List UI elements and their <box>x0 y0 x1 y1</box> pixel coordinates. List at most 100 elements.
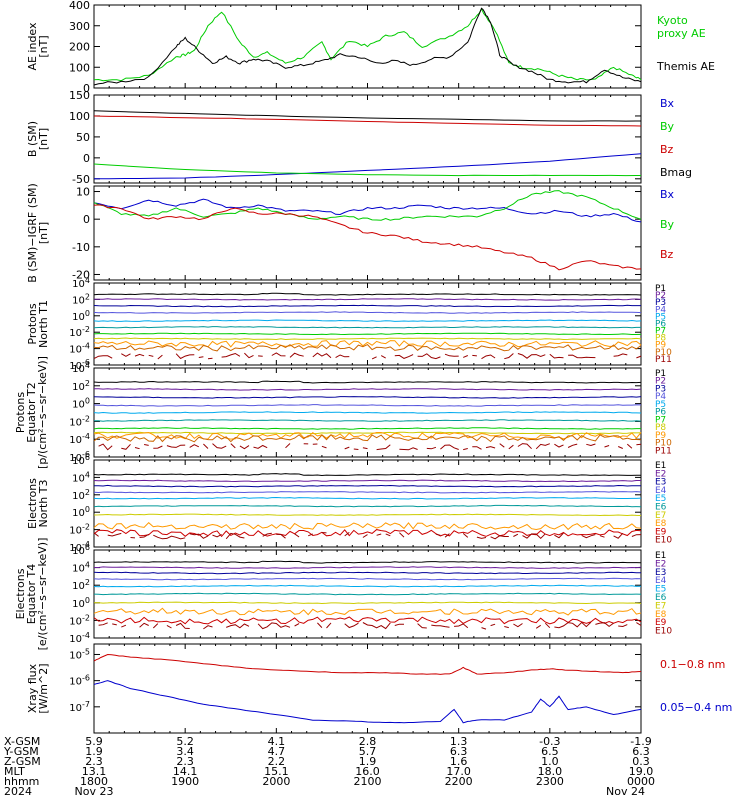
legend-entry: E9 <box>655 527 667 537</box>
legend-entry: By <box>660 120 675 133</box>
y-tick-label: 10-2 <box>69 414 90 428</box>
axis-cell: 1.3 <box>450 735 468 748</box>
y-tick-label: 10-4 <box>69 540 90 554</box>
flux-line-8 <box>93 431 642 435</box>
flux-line-6 <box>93 504 642 508</box>
legend-entry: P7 <box>655 415 666 425</box>
y-tick-label: 102 <box>72 292 90 306</box>
flux-line-8 <box>93 522 642 531</box>
axis-cell: 0.3 <box>632 755 650 768</box>
y-tick-label: 106 <box>72 453 90 467</box>
legend-entry: E4 <box>655 576 667 586</box>
legend-entry: P2 <box>655 291 666 301</box>
axis-table: X-GSMY-GSMZ-GSMMLThhmm20245.91.92.313.11… <box>3 735 655 798</box>
axis-cell: 1.9 <box>85 745 103 758</box>
axis-cell: 2.8 <box>359 735 377 748</box>
flux-line-4 <box>93 404 642 407</box>
panel-3: -20 -10 0 10 B (SM)−IGRF (SM)[nT] Bx By Bz <box>26 183 675 283</box>
y-axis-label: Equator T4 <box>25 564 38 624</box>
axis-cell: 2.3 <box>85 755 103 768</box>
flux-line-9 <box>93 340 642 348</box>
flux-line-5 <box>93 584 642 588</box>
axis-cell: 1.9 <box>359 755 377 768</box>
legend-entry: E5 <box>655 585 666 595</box>
panel-frame <box>93 643 642 734</box>
axis-cell: 16.0 <box>355 765 380 778</box>
y-tick-label: 104 <box>72 561 90 575</box>
series-line-By <box>93 190 642 221</box>
y-axis-label: Protons <box>14 392 27 433</box>
legend-entry: P8 <box>655 334 666 344</box>
panel-frame <box>93 282 642 366</box>
axis-cell: 17.0 <box>446 765 471 778</box>
y-tick-label: 10-7 <box>69 700 90 714</box>
flux-line-6 <box>93 592 642 596</box>
series-line-Bx <box>93 153 642 180</box>
legend-entry: E5 <box>655 494 666 504</box>
axis-cell: 2100 <box>354 775 382 788</box>
axis-cell: 4.7 <box>268 745 286 758</box>
panel-2: -50 0 50 100 150 B (SM)[nT] Bx By Bz Bmag <box>26 89 692 186</box>
y-tick-label: 300 <box>69 20 90 33</box>
legend-entry: E8 <box>655 519 667 529</box>
y-axis-label: North T3 <box>37 480 50 528</box>
legend-entry: Bx <box>660 188 675 201</box>
legend-entry: E4 <box>655 486 667 496</box>
legend: Bx By Bz Bmag <box>660 97 692 179</box>
legend-entry: P2 <box>655 377 666 387</box>
legend-entry: E6 <box>655 503 667 513</box>
flux-line-8 <box>93 607 642 616</box>
y-axis-label: Xray flux <box>26 663 39 713</box>
flux-line-10 <box>98 621 642 630</box>
y-tick-label: 200 <box>69 41 90 54</box>
y-axis-label: [W/m^2] <box>37 663 50 713</box>
y-tick-label: 10-4 <box>69 432 90 446</box>
y-tick-label: 104 <box>72 276 90 290</box>
legend-entry: P9 <box>655 431 666 441</box>
legend-entry: E2 <box>655 469 666 479</box>
y-tick-label: 100 <box>72 596 90 610</box>
legend-entry: P3 <box>655 298 666 308</box>
axis-cell: 4.1 <box>268 735 286 748</box>
axis-cell: 6.3 <box>632 745 650 758</box>
axis-cell: 6.3 <box>450 745 468 758</box>
axis-cell: -0.3 <box>539 735 560 748</box>
axis-cell: 19.0 <box>629 765 654 778</box>
legend-entry: 0.1−0.8 nm <box>660 658 725 671</box>
y-tick-label: 0 <box>83 213 90 226</box>
legend: 0.1−0.8 nm 0.05−0.4 nm <box>660 658 732 714</box>
legend-entry: 0.05−0.4 nm <box>660 701 732 714</box>
axis-cell: 1.0 <box>541 755 559 768</box>
y-axis-label: AE index <box>26 22 39 71</box>
y-axis-label: Electrons <box>26 478 39 529</box>
axis-cell: 5.2 <box>176 735 194 748</box>
legend-entry: Bz <box>660 143 674 156</box>
flux-line-2 <box>93 479 641 483</box>
flux-line-1 <box>93 292 642 296</box>
flux-line-1 <box>93 473 642 477</box>
axis-cell: Nov 23 <box>75 785 114 798</box>
axis-cell: 1800 <box>80 775 108 788</box>
legend-entry: By <box>660 218 675 231</box>
flux-line-3 <box>93 396 642 399</box>
y-tick-label: 10-4 <box>69 342 90 356</box>
axis-cell: 2.3 <box>176 755 194 768</box>
y-tick-label: 100 <box>69 110 90 123</box>
y-tick-label: 100 <box>72 505 90 519</box>
legend-entry: P4 <box>655 305 666 315</box>
legend: Bx By Bz <box>660 188 675 261</box>
y-axis-label: North T1 <box>37 300 50 348</box>
flux-line-1 <box>93 560 642 564</box>
flux-line-10 <box>93 343 642 352</box>
axis-cell: 1.6 <box>450 755 468 768</box>
legend-entry: E7 <box>655 511 666 521</box>
flux-line-4 <box>93 577 642 581</box>
flux-line-7 <box>93 513 642 517</box>
axis-cell: 2.2 <box>268 755 286 768</box>
flux-line-7 <box>93 427 641 430</box>
y-tick-label: 10-4 <box>69 631 90 645</box>
